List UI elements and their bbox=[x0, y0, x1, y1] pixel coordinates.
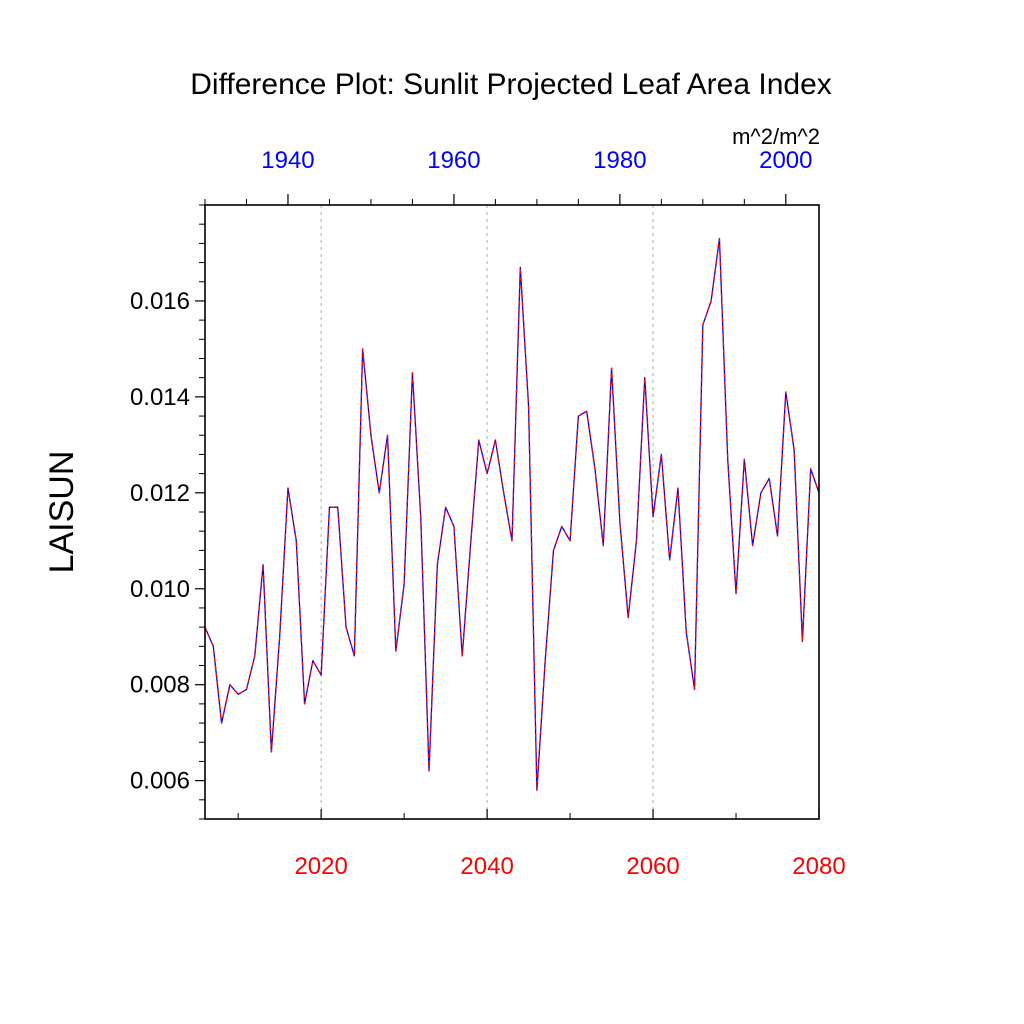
series-line-overlay bbox=[204, 237, 820, 791]
axis-ticks bbox=[195, 194, 820, 820]
y-tick-label: 0.006 bbox=[130, 768, 190, 795]
y-tick-label: 0.014 bbox=[130, 384, 190, 411]
x-top-tick-label: 1960 bbox=[427, 147, 480, 174]
x-top-tick-label: 1940 bbox=[261, 147, 314, 174]
y-axis-label: LAISUN bbox=[43, 451, 81, 574]
y-tick-label: 0.012 bbox=[130, 480, 190, 507]
plot-frame bbox=[204, 204, 820, 820]
y-tick-label: 0.008 bbox=[130, 672, 190, 699]
x-bottom-tick-label: 2060 bbox=[626, 853, 679, 880]
series-line bbox=[204, 237, 820, 791]
y-tick-label: 0.010 bbox=[130, 576, 190, 603]
tick-labels: 2020 2040 2060 2080 1940 1960 1980 2000 0.006 0.0… bbox=[130, 147, 846, 880]
grid-lines bbox=[320, 205, 654, 819]
x-top-tick-label: 2000 bbox=[759, 147, 812, 174]
x-bottom-tick-label: 2040 bbox=[460, 853, 513, 880]
chart-title: Difference Plot: Sunlit Projected Leaf A… bbox=[190, 68, 832, 101]
series-layer bbox=[204, 237, 820, 791]
x-top-tick-label: 1980 bbox=[593, 147, 646, 174]
x-bottom-tick-label: 2080 bbox=[792, 853, 845, 880]
x-bottom-tick-label: 2020 bbox=[294, 853, 347, 880]
y-tick-label: 0.016 bbox=[130, 288, 190, 315]
units-label: m^2/m^2 bbox=[732, 124, 820, 149]
